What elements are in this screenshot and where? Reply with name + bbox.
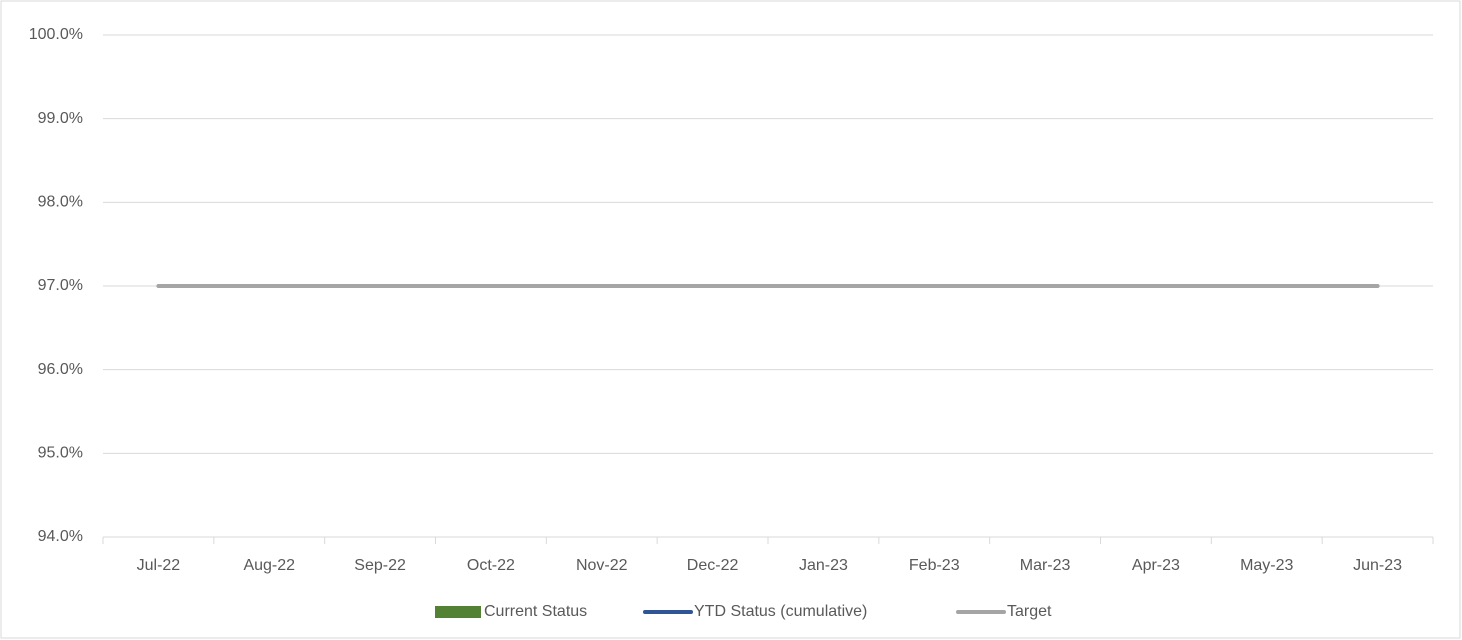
x-tick-label: Oct-22 xyxy=(467,557,515,574)
x-tick-label: Jun-23 xyxy=(1353,557,1402,574)
x-tick-label: Jul-22 xyxy=(137,557,181,574)
legend-label: Target xyxy=(1007,603,1052,620)
y-tick-label: 94.0% xyxy=(38,528,83,545)
x-tick-label: Feb-23 xyxy=(909,557,960,574)
x-tick-label: Nov-22 xyxy=(576,557,628,574)
y-tick-label: 95.0% xyxy=(38,445,83,462)
x-tick-label: Apr-23 xyxy=(1132,557,1180,574)
x-tick-label: Sep-22 xyxy=(354,557,406,574)
x-tick-label: Jan-23 xyxy=(799,557,848,574)
legend-label: Current Status xyxy=(484,603,587,620)
x-tick-label: Dec-22 xyxy=(687,557,739,574)
y-tick-label: 97.0% xyxy=(38,277,83,294)
y-tick-label: 98.0% xyxy=(38,194,83,211)
legend-label: YTD Status (cumulative) xyxy=(694,603,867,620)
legend-swatch xyxy=(435,606,481,618)
y-tick-label: 99.0% xyxy=(38,110,83,127)
x-tick-label: Mar-23 xyxy=(1020,557,1071,574)
y-tick-label: 100.0% xyxy=(29,26,83,43)
x-tick-label: Aug-22 xyxy=(243,557,295,574)
x-tick-label: May-23 xyxy=(1240,557,1293,574)
y-tick-label: 96.0% xyxy=(38,361,83,378)
